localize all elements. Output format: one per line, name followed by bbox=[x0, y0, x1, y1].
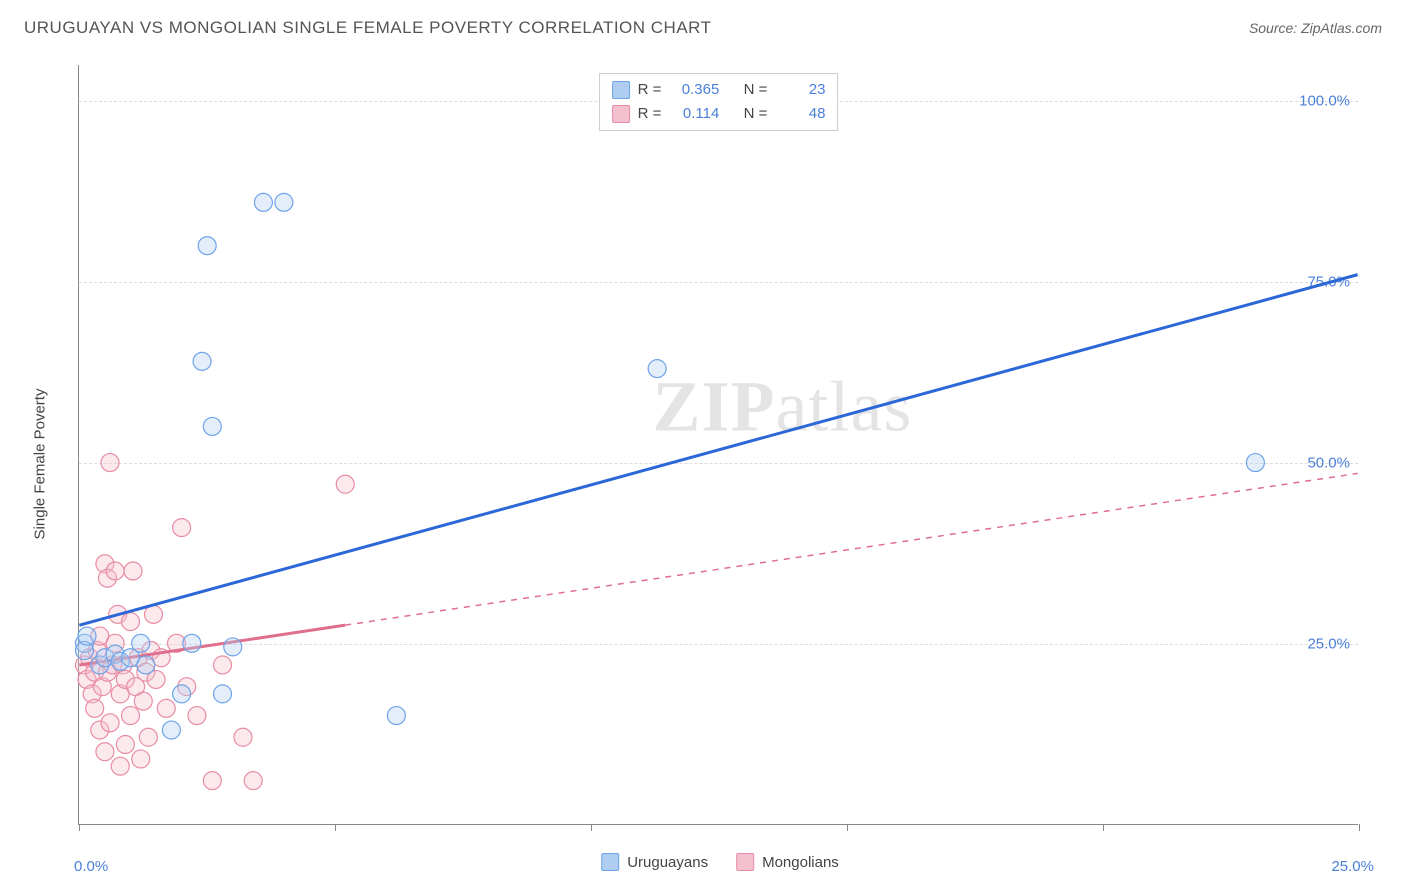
data-point-mongolians bbox=[111, 757, 129, 775]
data-point-mongolians bbox=[134, 692, 152, 710]
data-point-uruguayans bbox=[648, 360, 666, 378]
source-attribution: Source: ZipAtlas.com bbox=[1249, 20, 1382, 36]
data-point-mongolians bbox=[203, 772, 221, 790]
data-point-mongolians bbox=[124, 562, 142, 580]
plot-area: R = 0.365 N = 23 R = 0.114 N = 48 ZIPatl… bbox=[78, 65, 1358, 825]
data-point-uruguayans bbox=[198, 237, 216, 255]
n-value-mongolians: 48 bbox=[775, 102, 825, 126]
trend-line-dashed-mongolians bbox=[345, 473, 1357, 625]
plot-svg bbox=[79, 65, 1358, 824]
legend-label-uruguayans: Uruguayans bbox=[627, 854, 708, 871]
data-point-uruguayans bbox=[132, 634, 150, 652]
data-point-uruguayans bbox=[224, 638, 242, 656]
data-point-mongolians bbox=[121, 707, 139, 725]
data-point-mongolians bbox=[139, 728, 157, 746]
x-tick bbox=[335, 824, 336, 831]
x-tick bbox=[847, 824, 848, 831]
n-value-uruguayans: 23 bbox=[775, 78, 825, 102]
trend-line-uruguayans bbox=[79, 275, 1357, 626]
data-point-uruguayans bbox=[162, 721, 180, 739]
data-point-uruguayans bbox=[1246, 454, 1264, 472]
data-point-uruguayans bbox=[137, 656, 155, 674]
data-point-uruguayans bbox=[387, 707, 405, 725]
x-tick bbox=[591, 824, 592, 831]
stats-row-uruguayans: R = 0.365 N = 23 bbox=[612, 78, 826, 102]
r-label: R = bbox=[638, 102, 662, 126]
data-point-uruguayans bbox=[183, 634, 201, 652]
legend-label-mongolians: Mongolians bbox=[762, 854, 839, 871]
data-point-mongolians bbox=[132, 750, 150, 768]
data-point-uruguayans bbox=[275, 193, 293, 211]
n-label: N = bbox=[744, 78, 768, 102]
source-prefix: Source: bbox=[1249, 20, 1301, 36]
stats-row-mongolians: R = 0.114 N = 48 bbox=[612, 102, 826, 126]
legend-swatch-mongolians bbox=[736, 853, 754, 871]
legend-item-mongolians: Mongolians bbox=[736, 853, 839, 871]
swatch-mongolians bbox=[612, 105, 630, 123]
legend-swatch-uruguayans bbox=[601, 853, 619, 871]
r-label: R = bbox=[638, 78, 662, 102]
x-end-label: 25.0% bbox=[1331, 858, 1374, 875]
source-name: ZipAtlas.com bbox=[1301, 20, 1382, 36]
data-point-mongolians bbox=[214, 656, 232, 674]
data-point-mongolians bbox=[101, 454, 119, 472]
data-point-mongolians bbox=[86, 699, 104, 717]
swatch-uruguayans bbox=[612, 81, 630, 99]
data-point-uruguayans bbox=[78, 627, 96, 645]
x-tick bbox=[1359, 824, 1360, 831]
data-point-uruguayans bbox=[203, 417, 221, 435]
data-point-mongolians bbox=[234, 728, 252, 746]
x-tick bbox=[79, 824, 80, 831]
x-tick bbox=[1103, 824, 1104, 831]
data-point-mongolians bbox=[101, 714, 119, 732]
data-point-uruguayans bbox=[193, 352, 211, 370]
data-point-mongolians bbox=[336, 475, 354, 493]
data-point-mongolians bbox=[244, 772, 262, 790]
n-label: N = bbox=[744, 102, 768, 126]
chart-title: URUGUAYAN VS MONGOLIAN SINGLE FEMALE POV… bbox=[24, 18, 712, 38]
y-axis-label: Single Female Poverty bbox=[32, 389, 49, 540]
data-point-mongolians bbox=[116, 735, 134, 753]
data-point-mongolians bbox=[106, 562, 124, 580]
data-point-uruguayans bbox=[173, 685, 191, 703]
series-legend: Uruguayans Mongolians bbox=[601, 853, 839, 871]
data-point-mongolians bbox=[121, 613, 139, 631]
r-value-mongolians: 0.114 bbox=[669, 102, 719, 126]
data-point-uruguayans bbox=[254, 193, 272, 211]
x-origin-label: 0.0% bbox=[74, 858, 108, 875]
data-point-mongolians bbox=[188, 707, 206, 725]
chart-container: Single Female Poverty R = 0.365 N = 23 R… bbox=[50, 55, 1390, 873]
r-value-uruguayans: 0.365 bbox=[669, 78, 719, 102]
data-point-uruguayans bbox=[214, 685, 232, 703]
stats-legend: R = 0.365 N = 23 R = 0.114 N = 48 bbox=[599, 73, 839, 131]
data-point-mongolians bbox=[157, 699, 175, 717]
legend-item-uruguayans: Uruguayans bbox=[601, 853, 708, 871]
data-point-mongolians bbox=[173, 519, 191, 537]
data-point-mongolians bbox=[96, 743, 114, 761]
